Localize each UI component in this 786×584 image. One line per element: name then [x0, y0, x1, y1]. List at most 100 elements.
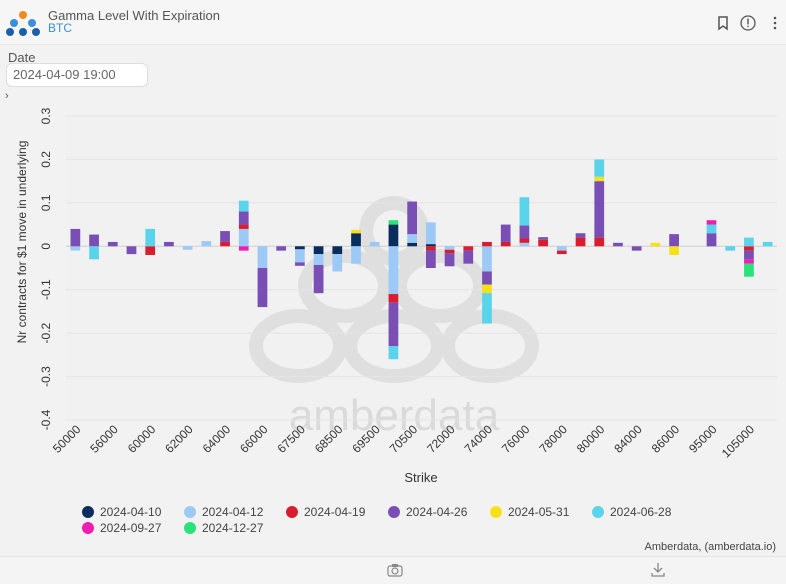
bar-segment[interactable]	[669, 246, 679, 255]
legend-item[interactable]: 2024-05-31	[490, 505, 569, 519]
bar-segment[interactable]	[388, 294, 399, 303]
bar-segment[interactable]	[463, 250, 474, 264]
bar-segment[interactable]	[594, 181, 605, 238]
bar-segment[interactable]	[295, 249, 305, 263]
bar-segment[interactable]	[70, 246, 81, 251]
bar-segment[interactable]	[594, 176, 605, 182]
download-icon[interactable]	[651, 562, 665, 578]
bar-segment[interactable]	[706, 220, 717, 225]
bar-segment[interactable]	[575, 233, 586, 238]
bar-segment[interactable]	[744, 246, 754, 251]
bar-segment[interactable]	[276, 246, 287, 251]
date-input[interactable]: 2024-04-09 19:00	[6, 63, 148, 87]
bar-segment[interactable]	[295, 262, 305, 266]
bar-segment[interactable]	[594, 237, 605, 247]
legend-item[interactable]: 2024-09-27	[82, 521, 161, 535]
bar-segment[interactable]	[482, 246, 492, 272]
bar-segment[interactable]	[313, 264, 324, 294]
info-icon[interactable]	[739, 14, 757, 32]
bar-segment[interactable]	[482, 271, 492, 285]
bar-segment[interactable]	[444, 249, 455, 254]
bar-segment[interactable]	[482, 284, 492, 294]
bar-segment[interactable]	[463, 246, 474, 251]
bar-segment[interactable]	[556, 246, 567, 251]
bar-segment[interactable]	[145, 246, 156, 255]
bar-segment[interactable]	[744, 263, 754, 277]
bar-segment[interactable]	[519, 225, 530, 239]
legend-item[interactable]: 2024-04-19	[286, 505, 365, 519]
expand-chevron-icon[interactable]: ›	[5, 90, 9, 102]
bar-segment[interactable]	[238, 211, 249, 225]
bar-segment[interactable]	[631, 246, 642, 251]
bar-segment[interactable]	[407, 201, 418, 235]
bar-segment[interactable]	[351, 246, 361, 264]
bar-segment[interactable]	[407, 234, 418, 243]
bar-segment[interactable]	[313, 246, 324, 255]
bar-segment[interactable]	[220, 231, 230, 242]
bar-segment[interactable]	[575, 237, 586, 247]
more-icon[interactable]	[766, 14, 784, 32]
bar-segment[interactable]	[388, 302, 399, 347]
bar-segment[interactable]	[482, 293, 492, 324]
bar-segment[interactable]	[425, 246, 436, 251]
bookmark-icon[interactable]	[714, 14, 732, 32]
bar-segment[interactable]	[388, 246, 399, 295]
bar-segment[interactable]	[519, 197, 530, 226]
bar-segment[interactable]	[500, 241, 511, 247]
bar-segment[interactable]	[332, 246, 343, 255]
bar-segment[interactable]	[126, 246, 137, 255]
bar-segment[interactable]	[201, 241, 212, 247]
bar-segment[interactable]	[519, 242, 530, 247]
bar-segment[interactable]	[594, 159, 605, 177]
legend-item[interactable]: 2024-06-28	[592, 505, 671, 519]
bar-segment[interactable]	[744, 250, 754, 260]
bar-segment[interactable]	[669, 234, 679, 247]
bar-segment[interactable]	[238, 224, 249, 229]
bar-segment[interactable]	[369, 241, 380, 247]
bar-segment[interactable]	[351, 233, 361, 247]
bar-segment[interactable]	[425, 222, 436, 245]
bar-segment[interactable]	[444, 246, 455, 250]
bar-segment[interactable]	[220, 241, 230, 247]
bar-segment[interactable]	[444, 253, 455, 267]
bar-segment[interactable]	[295, 246, 305, 250]
bar-segment[interactable]	[613, 242, 623, 247]
bar-segment[interactable]	[257, 268, 268, 308]
bar-segment[interactable]	[238, 200, 249, 212]
bar-segment[interactable]	[313, 254, 324, 265]
bar-segment[interactable]	[145, 228, 156, 247]
bar-segment[interactable]	[425, 244, 436, 247]
bar-segment[interactable]	[164, 241, 174, 247]
legend-item[interactable]: 2024-04-12	[184, 505, 263, 519]
asset-subtitle[interactable]: BTC	[48, 21, 72, 35]
bar-segment[interactable]	[182, 246, 193, 250]
bar-segment[interactable]	[744, 237, 754, 247]
bar-segment[interactable]	[388, 224, 399, 247]
bar-segment[interactable]	[519, 238, 530, 243]
bar-segment[interactable]	[388, 220, 399, 225]
bar-segment[interactable]	[538, 239, 548, 247]
legend-item[interactable]: 2024-04-26	[388, 505, 467, 519]
legend-item[interactable]: 2024-04-10	[82, 505, 161, 519]
bar-segment[interactable]	[107, 241, 118, 247]
bar-segment[interactable]	[725, 246, 736, 251]
bar-segment[interactable]	[238, 246, 249, 251]
bar-segment[interactable]	[332, 254, 343, 272]
legend-item[interactable]: 2024-12-27	[184, 521, 263, 535]
bar-segment[interactable]	[538, 237, 548, 240]
bar-segment[interactable]	[500, 224, 511, 242]
bar-segment[interactable]	[762, 241, 773, 247]
bar-segment[interactable]	[388, 346, 399, 360]
bar-segment[interactable]	[351, 229, 361, 234]
bar-segment[interactable]	[650, 242, 661, 247]
bar-segment[interactable]	[89, 234, 99, 247]
bar-segment[interactable]	[482, 241, 492, 247]
bar-segment[interactable]	[744, 259, 754, 264]
bar-segment[interactable]	[556, 250, 567, 255]
bar-segment[interactable]	[425, 250, 436, 268]
bar-segment[interactable]	[407, 242, 418, 247]
bar-segment[interactable]	[706, 224, 717, 234]
bar-segment[interactable]	[89, 246, 99, 260]
bar-segment[interactable]	[238, 228, 249, 247]
camera-icon[interactable]	[387, 563, 403, 577]
